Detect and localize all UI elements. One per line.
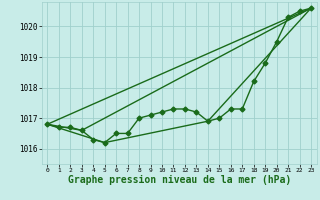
X-axis label: Graphe pression niveau de la mer (hPa): Graphe pression niveau de la mer (hPa) [68,175,291,185]
